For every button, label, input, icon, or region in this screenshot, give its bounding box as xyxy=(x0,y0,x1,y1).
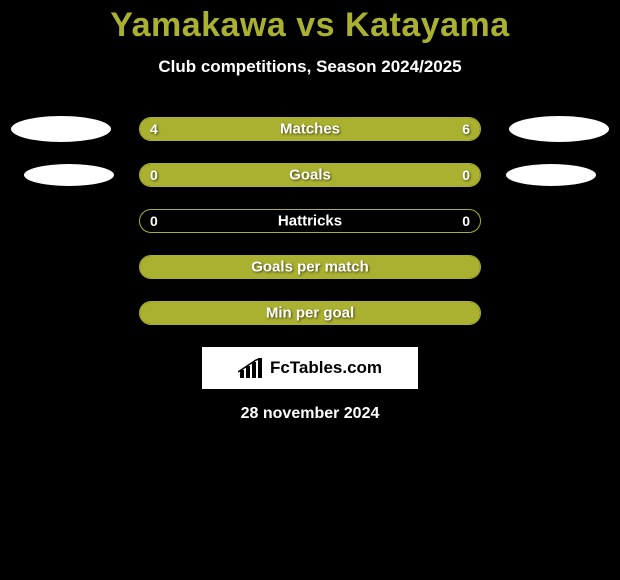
stat-bar: Goals per match xyxy=(139,255,481,279)
stat-value-left: 0 xyxy=(150,213,158,229)
comparison-widget: Yamakawa vs Katayama Club competitions, … xyxy=(0,0,620,423)
player-avatar-left xyxy=(11,116,111,142)
stat-label: Goals xyxy=(289,167,331,184)
stat-value-right: 0 xyxy=(462,213,470,229)
stat-value-right: 6 xyxy=(462,121,470,137)
stat-bar: 4 6 Matches xyxy=(139,117,481,141)
stat-label: Goals per match xyxy=(251,259,369,276)
player-avatar-right xyxy=(506,164,596,186)
branding-text: FcTables.com xyxy=(270,358,382,378)
page-title: Yamakawa vs Katayama xyxy=(0,6,620,45)
player-avatar-right xyxy=(509,116,609,142)
stat-row: 0 0 Hattricks xyxy=(0,209,620,233)
date-label: 28 november 2024 xyxy=(0,405,620,423)
stat-bar: 0 0 Goals xyxy=(139,163,481,187)
stat-label: Min per goal xyxy=(266,305,354,322)
stat-value-left: 0 xyxy=(150,167,158,183)
stat-row: 4 6 Matches xyxy=(0,117,620,141)
player-avatar-left xyxy=(24,164,114,186)
branding-badge[interactable]: FcTables.com xyxy=(202,347,418,389)
stats-list: 4 6 Matches 0 0 Goals 0 0 Hattricks Goals per mat… xyxy=(0,117,620,325)
stat-row: Min per goal xyxy=(0,301,620,325)
stat-row: 0 0 Goals xyxy=(0,163,620,187)
stat-bar: Min per goal xyxy=(139,301,481,325)
subtitle: Club competitions, Season 2024/2025 xyxy=(0,57,620,77)
stat-label: Hattricks xyxy=(278,213,342,230)
stat-row: Goals per match xyxy=(0,255,620,279)
chart-icon xyxy=(238,358,264,378)
stat-label: Matches xyxy=(280,121,340,138)
stat-bar: 0 0 Hattricks xyxy=(139,209,481,233)
stat-value-right: 0 xyxy=(462,167,470,183)
stat-value-left: 4 xyxy=(150,121,158,137)
